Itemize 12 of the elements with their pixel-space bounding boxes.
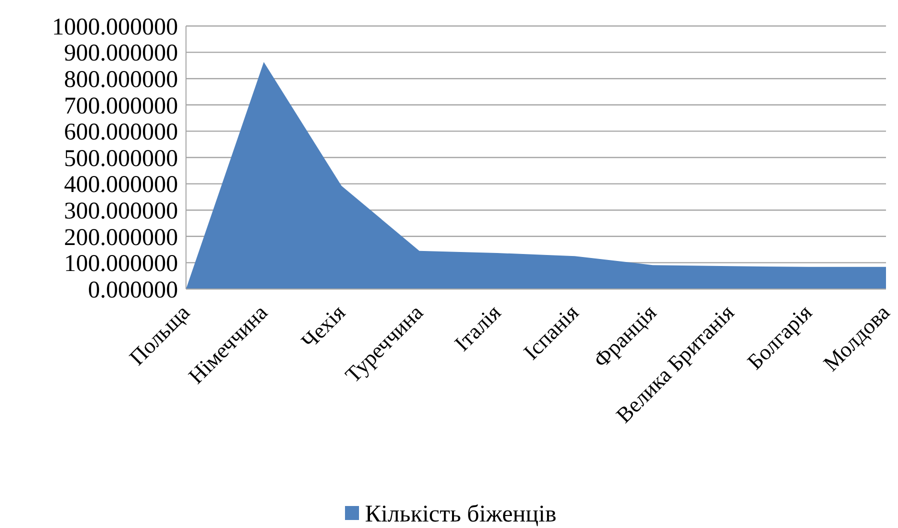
- y-tick-label: 0.000000: [88, 277, 178, 304]
- y-tick-label: 900.000000: [64, 40, 178, 67]
- y-tick-label: 700.000000: [64, 93, 178, 120]
- y-tick-label: 400.000000: [64, 172, 178, 198]
- y-tick-label: 100.000000: [64, 251, 178, 278]
- y-tick-label: 800.000000: [64, 67, 178, 93]
- y-tick-label: 200.000000: [64, 224, 178, 251]
- y-tick-label: 1000.000000: [52, 14, 178, 40]
- y-tick-label: 500.000000: [64, 146, 178, 172]
- y-tick-label: 600.000000: [64, 120, 178, 146]
- y-tick-label: 300.000000: [64, 198, 178, 224]
- legend-label: Кількість біженців: [365, 501, 556, 528]
